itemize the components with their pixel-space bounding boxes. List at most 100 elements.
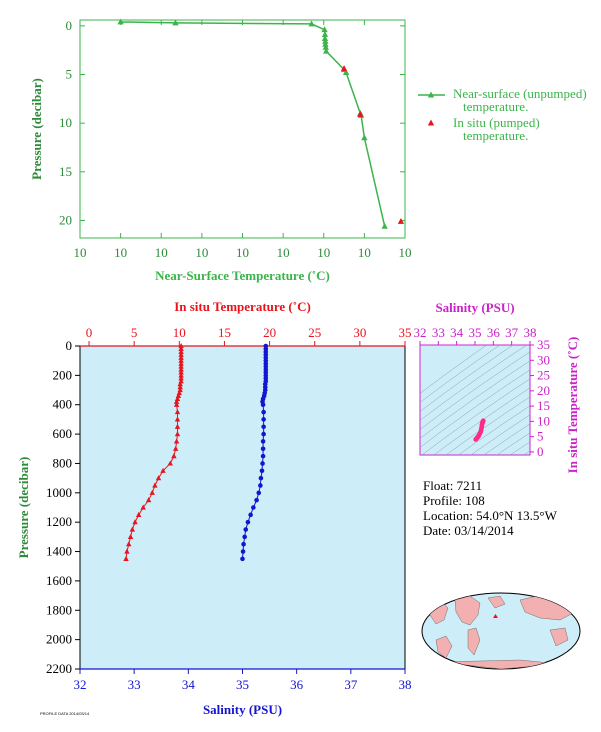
temperature-point (127, 533, 134, 539)
temp-tick-label: 5 (131, 325, 138, 340)
y-axis-label: Pressure (decibar) (29, 78, 44, 180)
temp-tick-label: 30 (353, 325, 366, 340)
temperature-point (178, 360, 184, 366)
near-surface-point (117, 18, 124, 25)
density-contour (420, 345, 501, 403)
legend-label-in-situ-1: In situ (pumped) (453, 115, 540, 130)
profile-plot-area (79, 345, 406, 670)
near-surface-point (322, 43, 329, 50)
temp-tick-label: 35 (399, 325, 412, 340)
top-x-axis-label: In situ Temperature (˚C) (174, 299, 311, 314)
temperature-point (123, 555, 129, 561)
profile-number: Profile: 108 (423, 493, 485, 508)
y-tick-label: 5 (66, 67, 73, 82)
legend-label-in-situ-2: temperature. (463, 128, 528, 143)
temperature-point (173, 398, 180, 404)
density-contour (509, 441, 530, 455)
ts-temp-tick-label: 30 (537, 352, 550, 367)
y-tick-label: 10 (59, 115, 72, 130)
density-contour (457, 405, 530, 455)
temperature-point (124, 548, 130, 554)
y-tick-label: 15 (59, 164, 72, 179)
temperature-point (178, 375, 184, 381)
x-tick-label: 10 (114, 245, 127, 260)
near-surface-line (120, 21, 386, 227)
density-contour (483, 423, 530, 455)
ts-y-axis-label: In situ Temperature (˚C) (565, 337, 580, 474)
ts-temp-tick-label: 15 (537, 398, 550, 413)
temperature-point (135, 511, 142, 517)
x-tick-label: 10 (74, 245, 87, 260)
temp-tick-label: 15 (218, 325, 231, 340)
pressure-tick-label: 400 (53, 397, 73, 412)
pressure-tick-label: 2200 (46, 661, 72, 676)
x-axis-label: Near-Surface Temperature (˚C) (155, 268, 330, 283)
density-contour (420, 345, 514, 412)
density-contour (433, 387, 530, 455)
salinity-tick-label: 37 (344, 677, 358, 692)
salinity-point (251, 505, 256, 510)
pressure-tick-label: 2000 (46, 632, 72, 647)
temperature-point (145, 497, 152, 503)
temperature-point (177, 384, 183, 390)
salinity-tick-label: 32 (74, 677, 87, 692)
temperature-point (172, 445, 179, 451)
legend-marker-near-surface (427, 91, 435, 98)
in-situ-point (397, 217, 405, 224)
temperature-point (174, 423, 181, 429)
near-surface-point (321, 26, 328, 33)
ts-temp-tick-label: 20 (537, 383, 550, 398)
map-location-marker (493, 614, 498, 618)
near-surface-point (361, 134, 368, 141)
ts-temp-tick-label: 0 (537, 444, 544, 459)
near-surface-chart: 10 10 10 10 10 10 10 10 10 0 5 10 15 20 Near-Surface T… (29, 18, 412, 283)
density-contour (470, 414, 530, 455)
salinity-point (260, 439, 266, 444)
ts-point (473, 437, 479, 442)
legend-marker-in-situ (427, 119, 435, 126)
salinity-tick-label: 33 (128, 677, 141, 692)
salinity-tick-label: 34 (182, 677, 196, 692)
temp-tick-label: 20 (263, 325, 276, 340)
temperature-point (129, 526, 136, 532)
density-contour (523, 450, 530, 455)
salinity-point (245, 519, 251, 525)
x-tick-label: 10 (358, 245, 371, 260)
chart-legend: Near-surface (unpumped) temperature.In si… (418, 86, 587, 143)
temperature-point (149, 489, 155, 495)
ts-salinity-tick-label: 36 (487, 325, 501, 340)
salinity-point (240, 556, 245, 562)
near-surface-point (321, 31, 329, 38)
salinity-point (260, 461, 265, 466)
temp-tick-label: 25 (308, 325, 321, 340)
density-contour (496, 432, 530, 455)
ts-salinity-tick-label: 34 (450, 325, 464, 340)
date: Date: 03/14/2014 (423, 523, 514, 538)
salinity-point (261, 431, 266, 437)
temperature-point (174, 416, 181, 422)
temperature-point (178, 369, 184, 375)
temperature-point (178, 354, 184, 360)
salinity-point (241, 541, 246, 547)
y-tick-label: 0 (66, 18, 73, 33)
salinity-point (258, 475, 264, 481)
density-contour (420, 345, 528, 421)
temperature-point (178, 366, 184, 372)
near-surface-point (308, 20, 315, 27)
temperature-point (177, 381, 183, 387)
pressure-axis-label: Pressure (decibar) (16, 457, 31, 559)
salinity-point (240, 549, 246, 554)
x-tick-label: 10 (155, 245, 168, 260)
salinity-tick-label: 38 (399, 677, 412, 692)
temperature-point (173, 438, 180, 444)
salinity-point (261, 417, 266, 422)
temperature-point (178, 357, 184, 363)
salinity-point (243, 527, 249, 532)
float-number: Float: 7211 (423, 478, 483, 493)
ts-temp-tick-label: 35 (537, 337, 550, 352)
float-info: Float: 7211 Profile: 108 Location: 54.0°… (423, 478, 557, 538)
density-contour (421, 378, 530, 455)
legend-label-near-surface-1: Near-surface (unpumped) (453, 86, 587, 101)
